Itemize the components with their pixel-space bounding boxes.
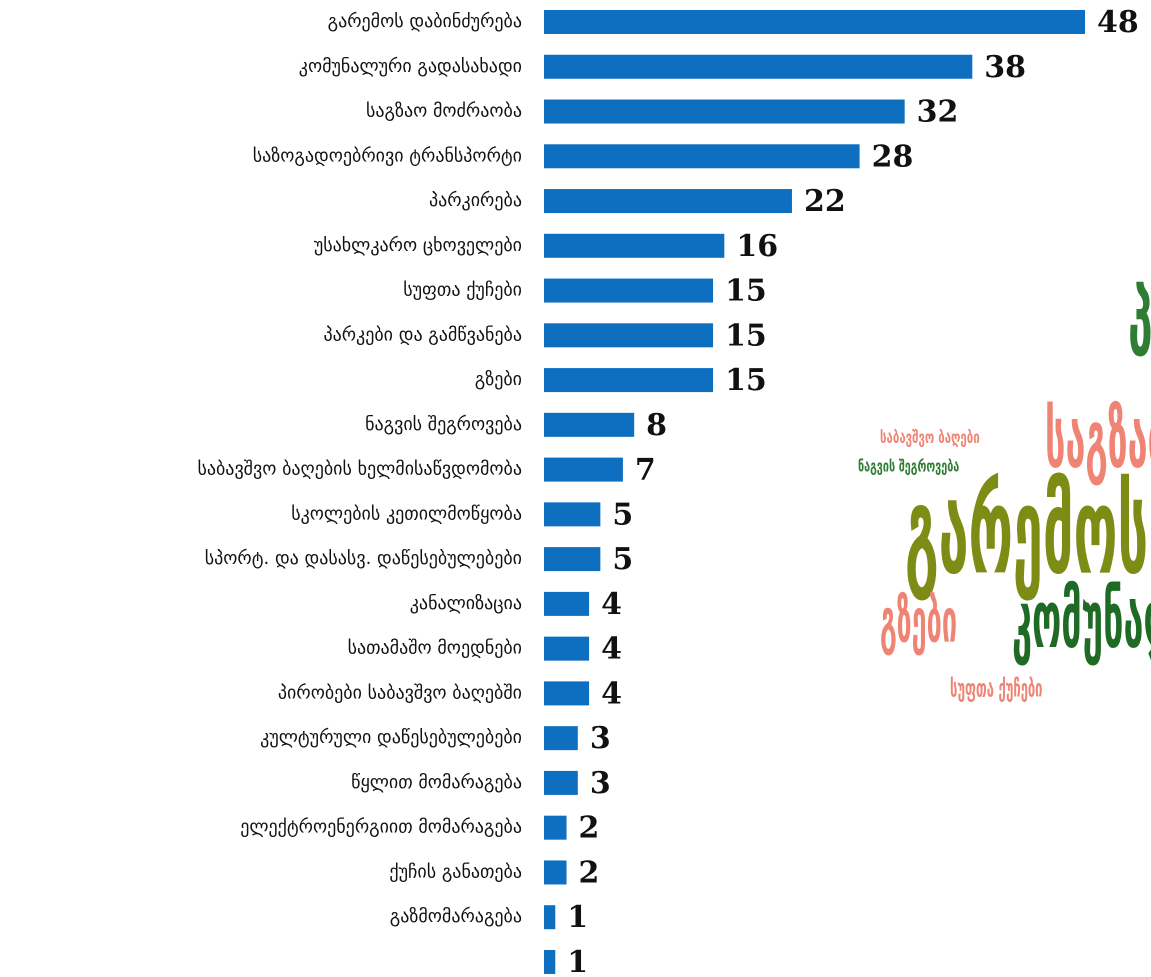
cloud-word: კომუნალური	[1012, 573, 1151, 667]
bar	[544, 591, 590, 616]
value-label: 5	[612, 542, 633, 577]
value-label: 4	[601, 587, 622, 622]
cloud-word: გზები	[880, 587, 957, 657]
value-label: 48	[1097, 5, 1139, 40]
value-label: 16	[736, 229, 778, 264]
bar	[544, 144, 860, 169]
value-label: 4	[601, 632, 622, 667]
value-label: 2	[579, 811, 600, 846]
value-label: 7	[635, 453, 656, 488]
category-label: კულტურული დაწესებულებები	[260, 727, 522, 748]
category-label: პარკირება	[429, 190, 522, 211]
bar	[544, 949, 556, 974]
category-label: კანალიზაცია	[410, 593, 522, 614]
value-label: 15	[725, 318, 767, 353]
cloud-word: პ	[1128, 273, 1151, 377]
value-label: 3	[590, 766, 611, 801]
bar	[544, 860, 567, 885]
cloud-word: გარემოს	[905, 463, 1148, 602]
category-label: გზები	[475, 369, 522, 390]
bar	[544, 10, 1085, 34]
cloud-word: ნაგვის შეგროვება	[858, 458, 959, 476]
bar	[544, 726, 578, 751]
category-label: პირობები საბავშვო ბაღებში	[278, 682, 522, 703]
value-label: 38	[984, 50, 1026, 85]
bar	[544, 412, 635, 437]
bar	[544, 681, 590, 706]
value-label: 5	[612, 497, 633, 532]
category-label: სპორტ. და დასასვ. დაწესებულებები	[205, 548, 522, 569]
bar	[544, 368, 714, 393]
category-label: ქუჩის განათება	[389, 861, 522, 882]
category-label: სათამაშო მოედნები	[348, 638, 522, 659]
bar	[544, 547, 601, 572]
bar	[544, 457, 623, 482]
value-label: 1	[567, 900, 588, 935]
bar	[544, 233, 725, 258]
bar	[544, 323, 714, 348]
category-label: ელექტროენერგიით მომარაგება	[240, 817, 522, 838]
category-label: საზოგადოებრივი ტრანსპორტი	[253, 145, 522, 166]
category-label: გაზმომარაგება	[390, 906, 522, 927]
category-label: საგზაო მოძრაობა	[366, 101, 522, 122]
category-label: საბავშვო ბაღების ხელმისაწვდომობა	[197, 459, 522, 480]
category-label: სკოლების კეთილმოწყობა	[291, 503, 522, 524]
value-label: 1	[567, 945, 588, 977]
bar	[544, 636, 590, 661]
cloud-word: საბავშვო ბაღები	[880, 427, 980, 447]
category-label: ნაგვის შეგროვება	[365, 414, 522, 435]
category-label: სუფთა ქუჩები	[403, 280, 522, 301]
category-label: კომუნალური გადასახადი	[299, 56, 522, 77]
value-label: 15	[725, 363, 767, 398]
value-label: 15	[725, 274, 767, 309]
bar	[544, 189, 792, 214]
value-label: 28	[872, 139, 914, 174]
bar	[544, 54, 973, 79]
value-label: 3	[590, 721, 611, 756]
value-label: 32	[917, 95, 959, 130]
bar	[544, 502, 601, 527]
bar	[544, 770, 578, 795]
category-label: გარემოს დაბინძურება	[328, 11, 522, 32]
category-label: პარკები და გამწვანება	[323, 324, 522, 345]
cloud-word: საგზაო	[1045, 393, 1151, 487]
bar	[544, 99, 905, 124]
bar	[544, 815, 567, 840]
category-label: წყლით მომარაგება	[351, 772, 522, 793]
value-label: 22	[804, 184, 846, 219]
bar	[544, 278, 714, 303]
value-label: 8	[646, 408, 667, 443]
value-label: 2	[579, 855, 600, 890]
cloud-word: სუფთა ქუჩები	[950, 675, 1042, 703]
bar	[544, 905, 556, 930]
value-label: 4	[601, 676, 622, 711]
category-label: უსახლკარო ცხოველები	[314, 235, 522, 256]
